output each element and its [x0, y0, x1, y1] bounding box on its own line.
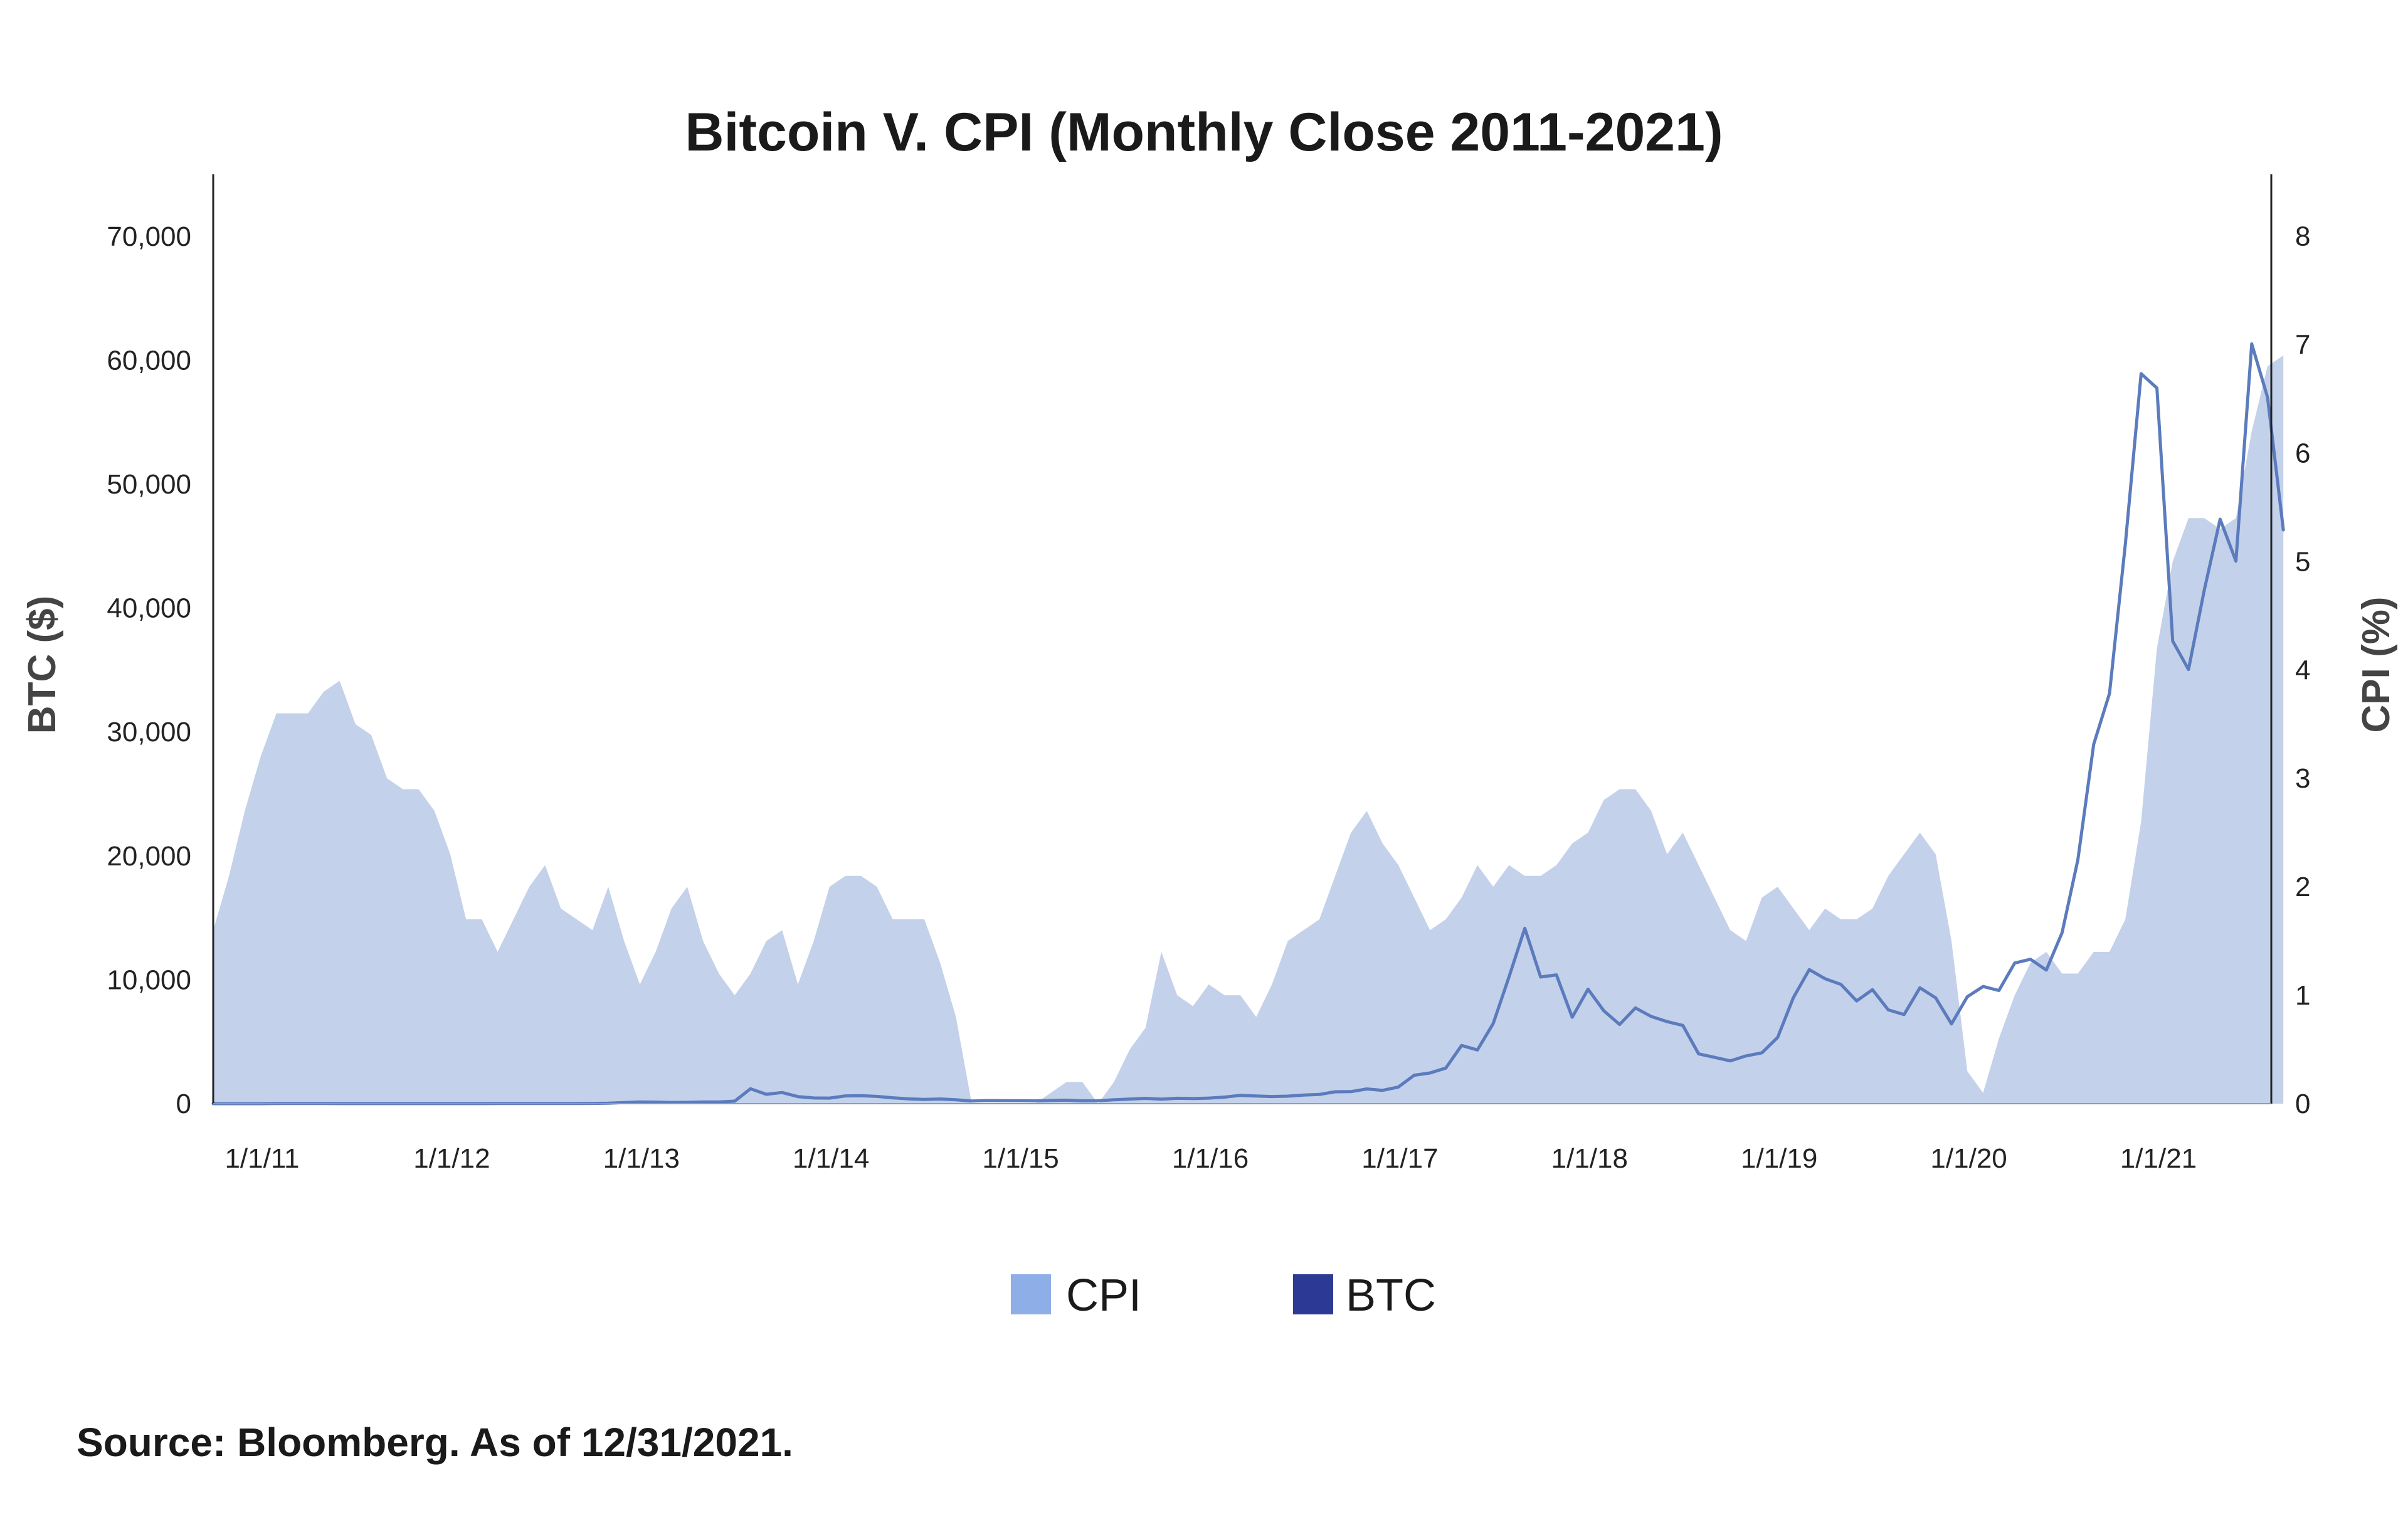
left-tick-label: 70,000 [107, 221, 191, 252]
x-tick-label: 1/1/18 [1551, 1143, 1628, 1174]
right-axis-ticks: 0 1 2 3 4 5 6 7 8 [2295, 221, 2310, 1119]
left-tick-label: 30,000 [107, 717, 191, 748]
right-tick-label: 6 [2295, 438, 2310, 468]
x-tick-label: 1/1/21 [2120, 1143, 2197, 1174]
x-tick-label: 1/1/16 [1172, 1143, 1249, 1174]
x-tick-label: 1/1/12 [413, 1143, 490, 1174]
left-axis-ticks: 0 10,000 20,000 30,000 40,000 50,000 60,000 70,… [107, 221, 191, 1119]
legend-label-cpi: CPI [1066, 1271, 1141, 1321]
legend: CPI BTC [1011, 1271, 1436, 1321]
right-tick-label: 5 [2295, 546, 2310, 577]
x-tick-label: 1/1/17 [1361, 1143, 1438, 1174]
x-tick-label: 1/1/19 [1741, 1143, 1817, 1174]
right-tick-label: 1 [2295, 980, 2310, 1011]
right-tick-label: 4 [2295, 655, 2310, 685]
chart-title: Bitcoin V. CPI (Monthly Close 2011-2021) [685, 102, 1723, 162]
x-axis-ticks: 1/1/11 1/1/12 1/1/13 1/1/14 1/1/15 1/1/16 1/1/… [224, 1143, 2197, 1174]
plot-area [211, 342, 2285, 1106]
x-tick-label: 1/1/14 [793, 1143, 869, 1174]
left-tick-label: 10,000 [107, 964, 191, 995]
right-axis-title: CPI (%) [2355, 597, 2398, 733]
left-tick-label: 60,000 [107, 345, 191, 376]
legend-swatch-btc [1293, 1274, 1333, 1314]
x-tick-label: 1/1/15 [982, 1143, 1059, 1174]
left-tick-label: 0 [176, 1089, 191, 1119]
right-tick-label: 0 [2295, 1089, 2310, 1119]
x-tick-label: 1/1/11 [224, 1143, 299, 1174]
right-tick-label: 8 [2295, 221, 2310, 252]
right-tick-label: 2 [2295, 872, 2310, 902]
left-tick-label: 40,000 [107, 593, 191, 624]
left-axis-title: BTC ($) [21, 596, 64, 734]
x-tick-label: 1/1/13 [603, 1143, 680, 1174]
source-note: Source: Bloomberg. As of 12/31/2021. [77, 1420, 793, 1465]
legend-swatch-cpi [1011, 1274, 1051, 1314]
left-tick-label: 50,000 [107, 469, 191, 500]
right-tick-label: 7 [2295, 329, 2310, 360]
x-tick-label: 1/1/20 [1930, 1143, 2007, 1174]
legend-label-btc: BTC [1346, 1271, 1436, 1321]
right-tick-label: 3 [2295, 763, 2310, 794]
left-tick-label: 20,000 [107, 841, 191, 872]
cpi-area-series [213, 355, 2284, 1104]
